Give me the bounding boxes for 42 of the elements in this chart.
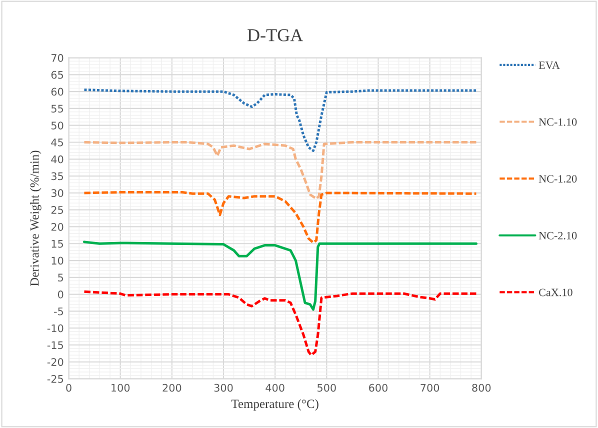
x-tick-label: 0: [66, 384, 72, 392]
y-tick-label: 5: [58, 274, 63, 282]
x-tick-label: 400: [266, 384, 284, 392]
y-tick-label: -15: [47, 341, 63, 350]
legend-label: CaX.10: [538, 288, 572, 296]
y-tick-label: 25: [51, 206, 63, 214]
line-series: [82, 191, 478, 244]
y-axis-title: Derivative Weight (%/min): [30, 150, 42, 286]
line-series: [82, 290, 478, 356]
x-tick-label: 200: [162, 384, 182, 392]
y-tick-label: 45: [51, 138, 63, 146]
x-axis-title: Temperature (°C): [231, 399, 318, 411]
y-tick-label: -5: [54, 308, 63, 316]
chart-title: D-TGA: [248, 29, 304, 42]
x-tick-label: 700: [420, 384, 440, 392]
y-tick-label: -20: [47, 358, 64, 366]
y-tick-label: 60: [51, 88, 64, 96]
y-tick-label: 40: [51, 155, 64, 164]
line-series: [82, 88, 478, 152]
legend-label: NC-1.20: [538, 175, 577, 183]
legend-label: EVA: [538, 62, 560, 70]
line-series: [82, 141, 478, 200]
y-tick-label: 30: [51, 189, 64, 198]
y-tick-label: -10: [47, 324, 64, 332]
legend-label: NC-2.10: [538, 232, 577, 240]
legend-label: NC-1.10: [538, 118, 577, 126]
x-tick-label: 600: [369, 384, 388, 392]
y-tick-label: 10: [52, 256, 64, 265]
y-tick-label: 55: [51, 104, 63, 113]
x-tick-label: 300: [214, 384, 233, 392]
x-tick-label: 100: [112, 384, 130, 392]
y-tick-label: 20: [51, 222, 64, 231]
y-tick-label: 15: [52, 240, 63, 248]
x-tick-label: 500: [318, 384, 336, 392]
y-tick-label: -25: [47, 375, 63, 383]
y-tick-label: 35: [51, 172, 63, 180]
y-tick-label: 50: [51, 122, 64, 130]
x-tick-label: 800: [472, 384, 491, 392]
line-series: [82, 240, 478, 311]
y-tick-label: 0: [58, 290, 64, 298]
y-tick-label: 65: [51, 70, 63, 79]
y-tick-label: 70: [52, 54, 64, 62]
